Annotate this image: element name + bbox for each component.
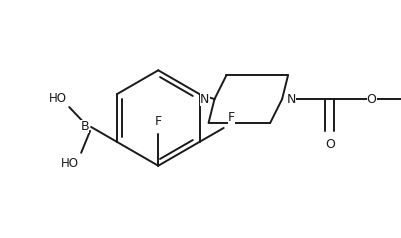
Text: B: B: [80, 120, 89, 134]
Text: N: N: [200, 93, 209, 106]
Text: O: O: [366, 93, 376, 106]
Text: O: O: [324, 138, 334, 151]
Text: N: N: [286, 93, 296, 106]
Text: F: F: [227, 111, 234, 124]
Text: HO: HO: [49, 92, 67, 105]
Text: F: F: [154, 115, 162, 128]
Text: HO: HO: [61, 157, 79, 170]
